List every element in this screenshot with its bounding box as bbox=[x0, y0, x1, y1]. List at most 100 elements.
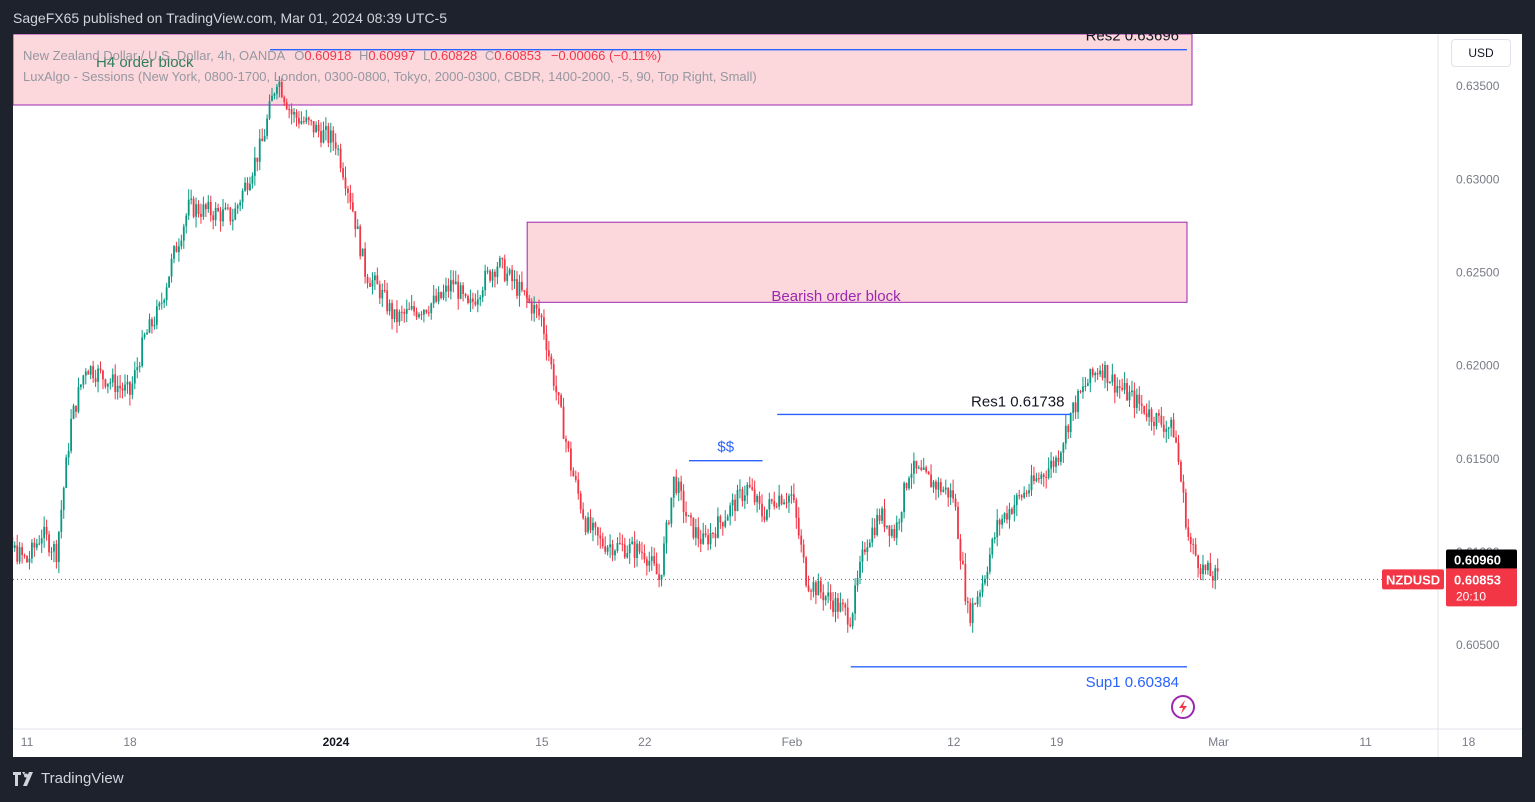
x-tick-label: Feb bbox=[782, 735, 803, 749]
candle-body bbox=[320, 131, 322, 143]
candle-body bbox=[631, 541, 634, 544]
candle-body bbox=[146, 332, 148, 335]
candle-body bbox=[623, 544, 626, 558]
candle-body bbox=[1121, 387, 1124, 390]
chart-frame[interactable]: 0.605000.610000.615000.620000.625000.630… bbox=[13, 34, 1522, 757]
candle-body bbox=[513, 279, 516, 282]
candle-body bbox=[660, 574, 663, 580]
candle-body bbox=[807, 585, 810, 591]
candle-body bbox=[398, 311, 401, 322]
candle-body bbox=[278, 81, 281, 87]
legend-close-value: 0.60853 bbox=[494, 48, 542, 63]
candle-body bbox=[616, 543, 619, 551]
candle-body bbox=[751, 487, 754, 490]
candle-body bbox=[702, 533, 705, 544]
candle-body bbox=[253, 157, 256, 176]
candle-body bbox=[104, 379, 107, 387]
candle-body bbox=[1204, 564, 1207, 571]
candle-body bbox=[1194, 544, 1197, 556]
candle-body bbox=[1216, 568, 1219, 572]
candle-body bbox=[1025, 492, 1028, 494]
y-tick-label: 0.62500 bbox=[1456, 265, 1500, 279]
candle-body bbox=[182, 226, 185, 241]
candle-body bbox=[454, 281, 457, 285]
candle-body bbox=[1072, 402, 1075, 413]
candle-body bbox=[114, 374, 117, 393]
candle-body bbox=[606, 547, 609, 552]
candle-body bbox=[325, 126, 327, 131]
candle-body bbox=[1045, 476, 1048, 478]
candle-body bbox=[413, 306, 415, 312]
candle-body bbox=[1160, 415, 1163, 425]
candle-body bbox=[959, 538, 962, 561]
candle-body bbox=[408, 308, 411, 310]
legend-high-value: 0.60997 bbox=[368, 48, 416, 63]
candle-body bbox=[94, 378, 97, 382]
y-tick-label: 0.60500 bbox=[1456, 638, 1500, 652]
candle-body bbox=[327, 126, 330, 143]
candle-body bbox=[148, 319, 151, 333]
candle-body bbox=[834, 598, 837, 613]
x-tick-label: 18 bbox=[1462, 735, 1476, 749]
candle-body bbox=[905, 483, 908, 489]
candle-body bbox=[158, 303, 161, 307]
candle-body bbox=[40, 538, 43, 544]
legend-open-value: 0.60918 bbox=[304, 48, 352, 63]
candle-body bbox=[241, 190, 244, 203]
candle-body bbox=[979, 592, 981, 597]
candle-body bbox=[1035, 478, 1038, 482]
candle-body bbox=[579, 493, 582, 510]
candle-body bbox=[913, 460, 915, 474]
candle-body bbox=[699, 538, 702, 544]
candle-body bbox=[908, 478, 910, 489]
candle-body bbox=[102, 370, 104, 380]
candle-body bbox=[704, 533, 707, 536]
candle-body bbox=[567, 441, 570, 449]
x-tick-label: 11 bbox=[1359, 735, 1372, 749]
candle-body bbox=[60, 509, 63, 532]
candle-body bbox=[746, 484, 749, 496]
candle-body bbox=[1170, 419, 1173, 428]
y-tick-label: 0.63000 bbox=[1456, 172, 1500, 186]
candle-body bbox=[599, 535, 602, 539]
candle-body bbox=[694, 527, 697, 538]
candle-body bbox=[359, 226, 362, 257]
candle-body bbox=[920, 467, 923, 470]
candle-body bbox=[1018, 495, 1021, 497]
candle-body bbox=[178, 246, 180, 253]
candle-body bbox=[766, 509, 768, 520]
candle-body bbox=[1138, 394, 1141, 404]
candle-body bbox=[846, 607, 849, 625]
price-chart[interactable]: 0.605000.610000.615000.620000.625000.630… bbox=[13, 34, 1522, 757]
candle-body bbox=[643, 552, 646, 560]
tradingview-logo[interactable]: TradingView bbox=[13, 770, 124, 787]
candle-body bbox=[993, 537, 996, 540]
candle-body bbox=[249, 183, 251, 191]
candle-body bbox=[516, 279, 518, 296]
candle-body bbox=[317, 124, 320, 132]
candle-body bbox=[75, 405, 77, 412]
candle-body bbox=[251, 175, 254, 184]
candle-body bbox=[469, 298, 472, 303]
candle-body bbox=[758, 496, 761, 504]
legend-symbol-row: New Zealand Dollar / U.S. Dollar, 4h, OA… bbox=[23, 45, 757, 66]
candle-body bbox=[236, 205, 239, 209]
candle-body bbox=[1197, 555, 1199, 569]
candle-body bbox=[935, 481, 937, 490]
candle-body bbox=[322, 130, 325, 143]
candle-body bbox=[374, 275, 376, 281]
candle-body bbox=[861, 549, 864, 562]
candle-body bbox=[293, 112, 295, 115]
candle-body bbox=[1020, 495, 1023, 498]
currency-button[interactable]: USD bbox=[1451, 39, 1511, 67]
candle-body bbox=[903, 483, 905, 513]
candle-body bbox=[312, 121, 315, 133]
candle-body bbox=[50, 551, 53, 553]
candle-body bbox=[851, 613, 854, 627]
candle-body bbox=[824, 596, 827, 601]
candle-body bbox=[780, 495, 783, 505]
candle-body bbox=[1202, 564, 1204, 575]
candle-body bbox=[550, 356, 553, 365]
candle-body bbox=[432, 295, 435, 304]
candle-body bbox=[290, 109, 293, 115]
